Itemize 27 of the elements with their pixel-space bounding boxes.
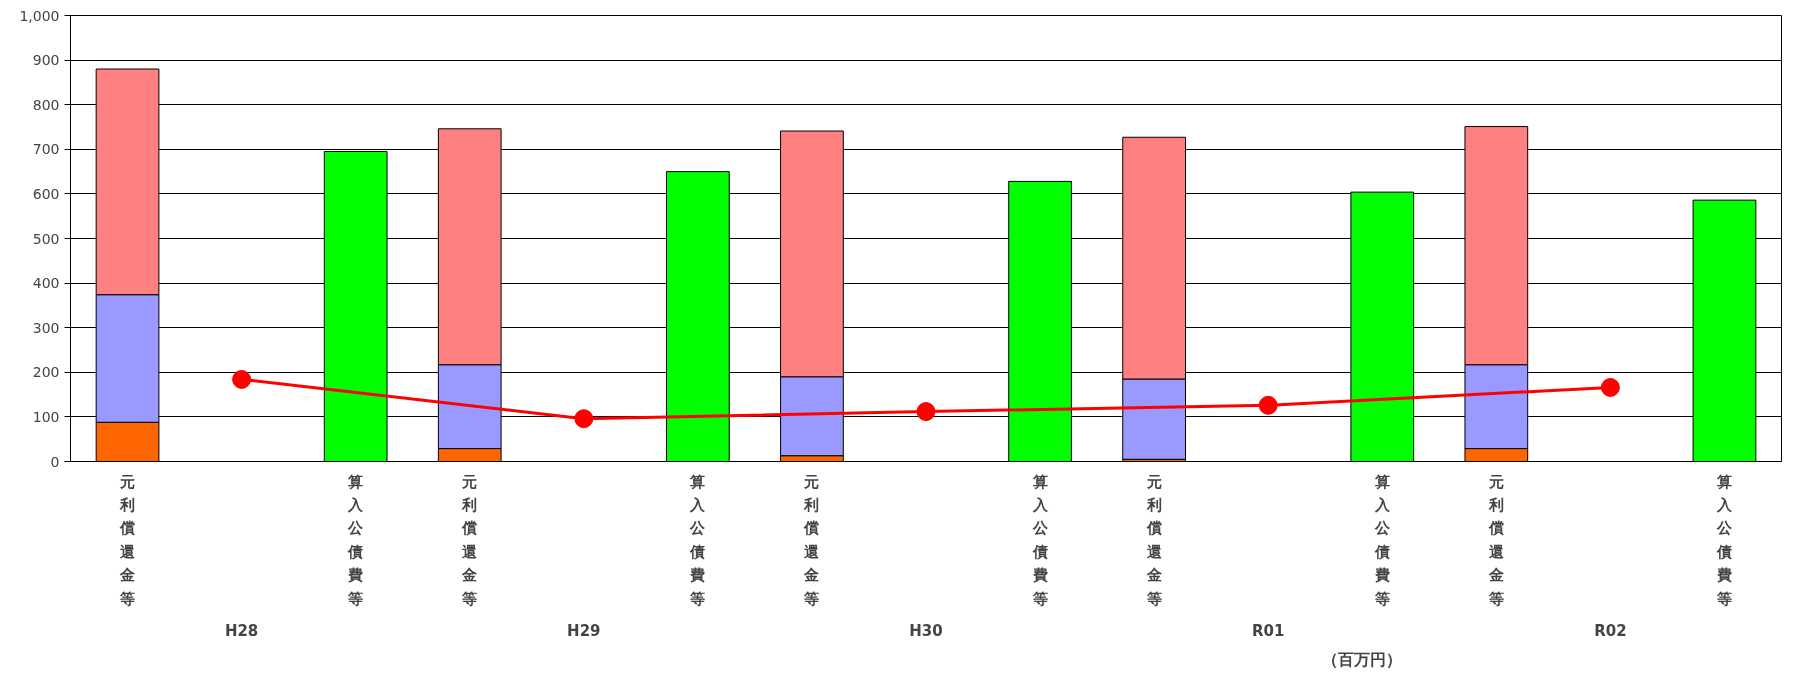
x-tick-label: 算入公債費等 bbox=[347, 472, 365, 608]
x-tick-label: 算入公債費等 bbox=[1373, 472, 1391, 608]
x-tick-label: 元利償還金等 bbox=[803, 472, 820, 608]
x-tick-label: 元利償還金等 bbox=[119, 472, 136, 608]
y-tick-label: 500 bbox=[32, 230, 60, 247]
x-tick-label: 元利償還金等 bbox=[461, 472, 478, 608]
x-tick-label: 算入公債費等 bbox=[1715, 472, 1733, 608]
y-tick-label: 400 bbox=[32, 275, 60, 292]
y-tick-label: 200 bbox=[32, 364, 60, 381]
text: H29 bbox=[567, 621, 601, 640]
y-tick-label: 700 bbox=[32, 141, 60, 158]
x-tick-label: 算入公債費等 bbox=[1031, 472, 1049, 608]
y-tick-label: 800 bbox=[32, 96, 60, 113]
text: （百万円） bbox=[1321, 649, 1402, 669]
y-tick-label: 600 bbox=[32, 185, 60, 202]
y-tick-label: 100 bbox=[32, 408, 60, 425]
x-tick-label: 元利償還金等 bbox=[1145, 472, 1162, 608]
y-tick-label: 0 bbox=[50, 453, 60, 470]
y-tick-label: 900 bbox=[32, 52, 60, 69]
x-tick-label: 算入公債費等 bbox=[689, 472, 707, 608]
y-tick-label: 1,000 bbox=[19, 7, 60, 24]
y-tick-label: 300 bbox=[32, 319, 60, 336]
text: R02 bbox=[1594, 621, 1627, 640]
text: H30 bbox=[909, 621, 943, 640]
x-tick-label: 元利償還金等 bbox=[1487, 472, 1504, 608]
text: H28 bbox=[224, 621, 259, 640]
text: R01 bbox=[1251, 621, 1285, 640]
